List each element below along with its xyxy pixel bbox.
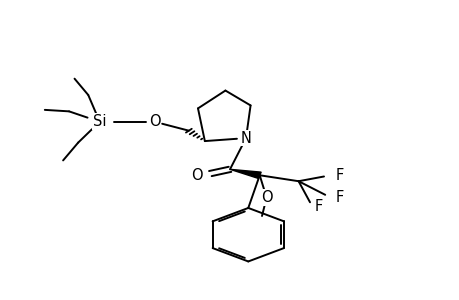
- Text: F: F: [335, 190, 343, 205]
- Text: O: O: [190, 168, 202, 183]
- Text: F: F: [335, 168, 343, 183]
- Text: O: O: [148, 114, 160, 129]
- Polygon shape: [230, 169, 261, 178]
- Text: F: F: [314, 199, 322, 214]
- Text: Si: Si: [93, 114, 106, 129]
- Text: N: N: [240, 130, 251, 146]
- Text: O: O: [260, 190, 272, 205]
